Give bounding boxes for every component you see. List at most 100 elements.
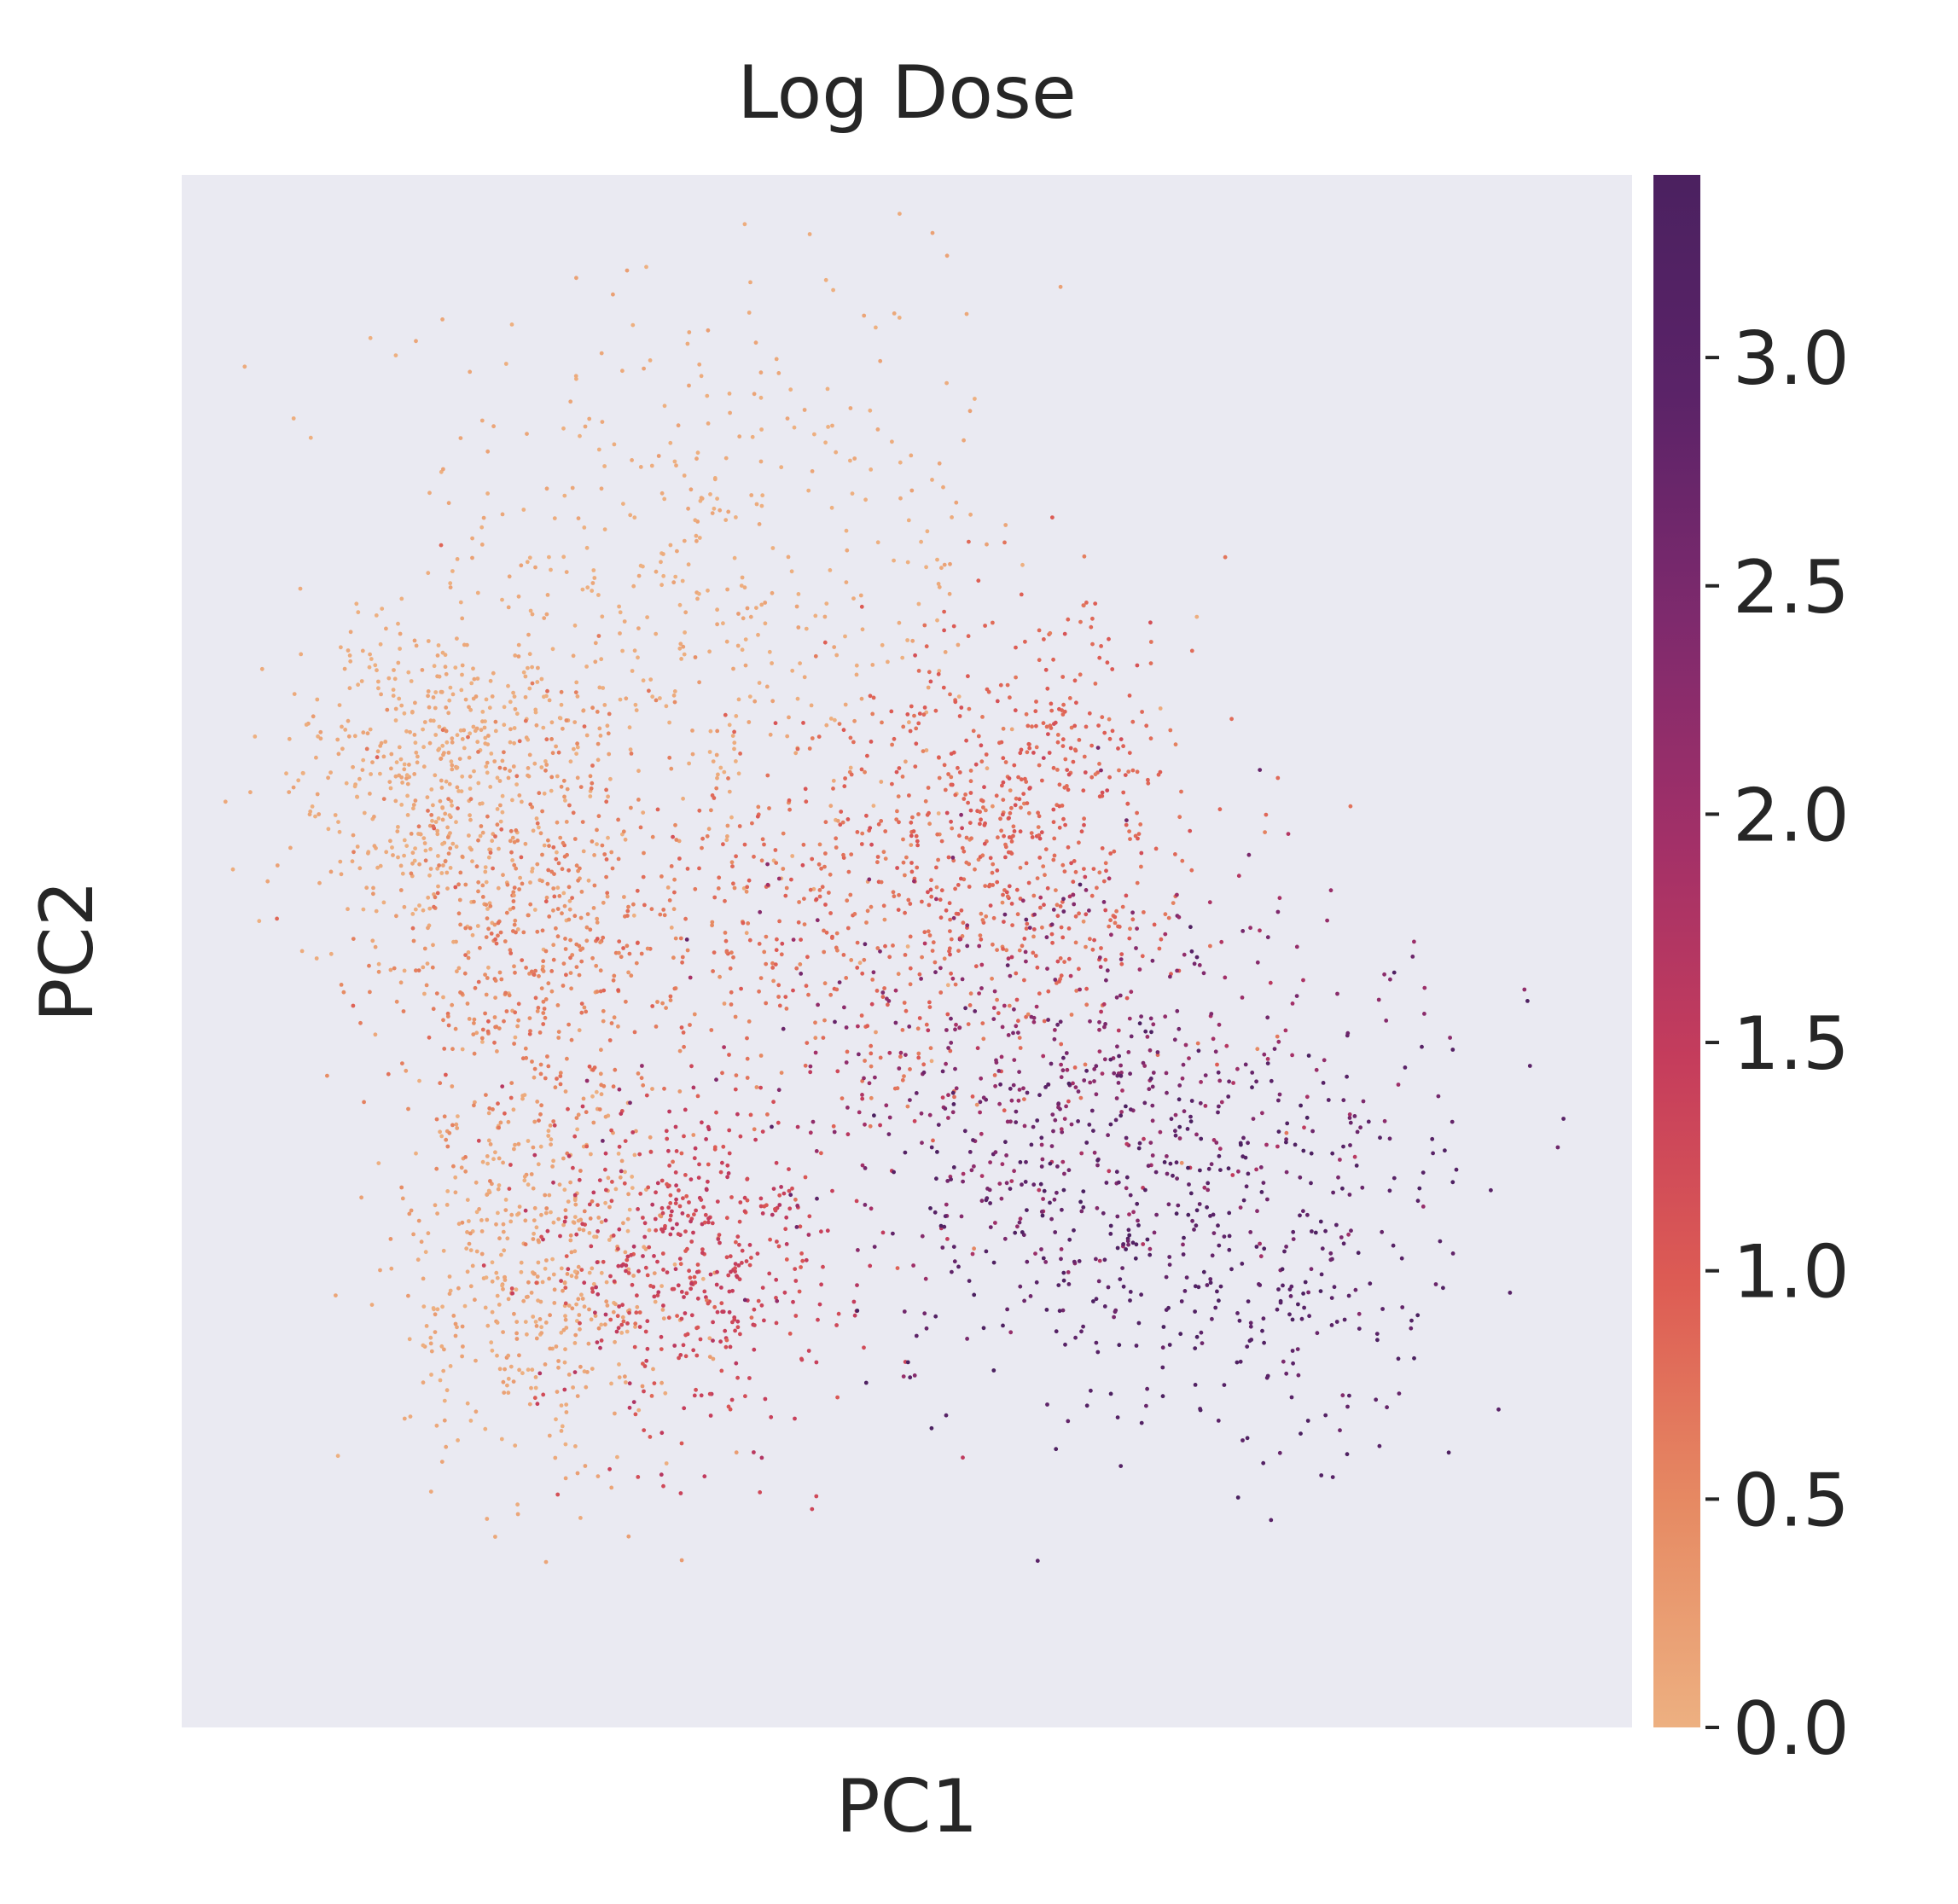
scatter-point xyxy=(1260,1328,1264,1333)
scatter-point xyxy=(794,604,799,609)
scatter-point xyxy=(367,963,371,968)
scatter-point xyxy=(832,1129,837,1135)
scatter-point xyxy=(555,820,560,825)
scatter-point xyxy=(541,964,545,969)
scatter-point xyxy=(909,869,915,874)
scatter-point xyxy=(337,829,342,834)
scatter-point xyxy=(1345,1074,1349,1079)
scatter-point xyxy=(883,943,887,949)
scatter-point xyxy=(1037,856,1043,860)
scatter-point xyxy=(485,976,490,980)
scatter-point xyxy=(607,752,612,757)
scatter-point xyxy=(714,1282,719,1287)
scatter-point xyxy=(733,1087,738,1092)
scatter-point xyxy=(640,1384,645,1389)
scatter-point xyxy=(594,1089,599,1094)
scatter-point xyxy=(907,793,911,798)
scatter-point xyxy=(758,459,764,464)
scatter-point xyxy=(1066,845,1071,850)
scatter-point xyxy=(831,778,836,783)
scatter-point xyxy=(924,1326,929,1331)
scatter-point xyxy=(900,1028,905,1032)
scatter-point xyxy=(742,1195,747,1200)
scatter-point xyxy=(609,850,614,855)
scatter-point xyxy=(499,1252,503,1257)
scatter-point xyxy=(463,882,468,887)
scatter-point xyxy=(908,1098,912,1102)
scatter-point xyxy=(679,657,683,661)
scatter-point xyxy=(730,1288,735,1293)
scatter-point xyxy=(771,978,776,984)
scatter-point xyxy=(326,775,330,781)
scatter-point xyxy=(1392,1175,1397,1181)
scatter-point xyxy=(630,1130,636,1135)
scatter-point xyxy=(441,1368,446,1373)
scatter-point xyxy=(823,277,828,282)
scatter-point xyxy=(773,721,778,726)
scatter-point xyxy=(455,969,459,974)
scatter-point xyxy=(819,1151,823,1156)
scatter-point xyxy=(1160,1365,1165,1370)
scatter-point xyxy=(1231,1081,1235,1085)
scatter-point xyxy=(621,502,625,506)
scatter-point xyxy=(776,1120,781,1125)
scatter-point xyxy=(901,860,906,865)
scatter-point xyxy=(612,973,617,978)
scatter-point xyxy=(506,1297,511,1302)
scatter-point xyxy=(1002,833,1006,839)
scatter-point xyxy=(858,593,863,598)
scatter-point xyxy=(908,729,913,734)
scatter-point xyxy=(558,1071,563,1076)
scatter-point xyxy=(415,1257,421,1263)
scatter-point xyxy=(590,1367,595,1371)
scatter-point xyxy=(962,797,967,801)
scatter-point xyxy=(1172,1037,1177,1042)
scatter-point xyxy=(883,829,888,833)
scatter-point xyxy=(627,725,632,730)
scatter-point xyxy=(729,1002,734,1007)
scatter-point xyxy=(545,688,549,694)
scatter-point xyxy=(551,908,555,913)
scatter-point xyxy=(460,663,465,668)
scatter-point xyxy=(985,542,989,547)
scatter-point xyxy=(1008,1086,1013,1091)
scatter-point xyxy=(981,1036,986,1042)
scatter-point xyxy=(991,883,995,887)
scatter-point xyxy=(631,1244,636,1249)
scatter-point xyxy=(1055,903,1060,908)
scatter-point xyxy=(422,991,427,996)
scatter-point xyxy=(1095,885,1099,891)
scatter-point xyxy=(572,1370,578,1374)
scatter-point xyxy=(594,1285,598,1290)
scatter-point xyxy=(446,797,450,801)
scatter-point xyxy=(562,1187,567,1193)
scatter-point xyxy=(567,803,572,808)
scatter-point xyxy=(470,555,474,560)
scatter-point xyxy=(287,736,292,741)
scatter-point xyxy=(799,937,803,942)
scatter-point xyxy=(411,1232,415,1237)
scatter-point xyxy=(659,1334,664,1339)
scatter-point xyxy=(576,1297,581,1302)
scatter-point xyxy=(841,728,846,733)
scatter-point xyxy=(404,773,410,778)
scatter-point xyxy=(434,991,439,996)
scatter-point xyxy=(497,1236,502,1241)
scatter-point xyxy=(584,1009,589,1014)
scatter-point xyxy=(1258,1165,1264,1170)
scatter-point xyxy=(775,937,779,942)
scatter-point xyxy=(1054,1447,1059,1452)
scatter-point xyxy=(728,1254,733,1259)
scatter-point xyxy=(760,1286,765,1290)
scatter-point xyxy=(1237,1318,1242,1323)
scatter-point xyxy=(656,454,661,458)
scatter-point xyxy=(875,946,880,950)
scatter-point xyxy=(920,899,924,904)
scatter-point xyxy=(587,1202,592,1207)
scatter-point xyxy=(964,835,969,840)
scatter-point xyxy=(445,835,450,839)
scatter-point xyxy=(674,838,679,842)
scatter-point xyxy=(673,1267,678,1272)
scatter-point xyxy=(368,727,373,732)
scatter-point xyxy=(1043,847,1049,851)
